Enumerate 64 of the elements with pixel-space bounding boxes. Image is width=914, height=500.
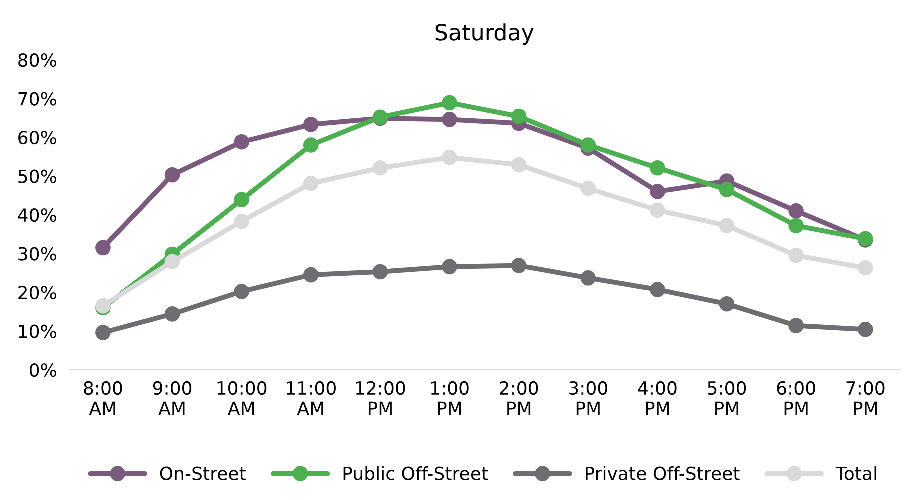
point [719, 182, 735, 198]
legend-label: Total [836, 466, 876, 480]
chart-title: Saturday [436, 24, 534, 46]
point [304, 267, 319, 283]
point [164, 306, 180, 322]
point [580, 270, 596, 286]
x-tick-label: 3:00 PM [569, 381, 608, 416]
point [164, 167, 180, 183]
point [650, 160, 666, 176]
point [304, 176, 319, 192]
point [788, 203, 804, 219]
point [96, 240, 111, 256]
y-tick-label: 50% [18, 170, 56, 184]
point [234, 134, 250, 150]
x-tick-label: 9:00 AM [153, 381, 192, 416]
legend-label: Private Off-Street [586, 466, 740, 480]
x-tick-label: 5:00 PM [708, 381, 746, 416]
point [858, 322, 874, 338]
y-tick-label: 40% [18, 208, 56, 222]
point [580, 181, 596, 196]
point [164, 254, 180, 270]
point [788, 248, 804, 264]
point [719, 218, 735, 234]
y-tick-label: 0% [30, 363, 56, 378]
point [304, 138, 319, 153]
point [788, 218, 804, 234]
point [234, 214, 250, 230]
x-tick-label: 11:00 AM [287, 381, 336, 416]
point [372, 160, 388, 176]
x-tick-label: 4:00 PM [638, 381, 677, 416]
point [650, 202, 666, 218]
point [372, 264, 388, 280]
point [511, 108, 527, 124]
x-tick-label: 8:00 AM [84, 381, 122, 416]
x-tick-label: 2:00 PM [500, 381, 538, 416]
point [234, 192, 250, 208]
x-tick-label: 6:00 PM [777, 381, 816, 416]
point [96, 325, 111, 340]
point [442, 259, 458, 275]
legend-label: Public Off-Street [344, 466, 488, 480]
point [650, 184, 666, 200]
point [650, 282, 666, 298]
point [442, 112, 458, 128]
x-tick-label: 10:00 AM [218, 381, 267, 416]
x-tick-label: 7:00 PM [846, 381, 885, 416]
x-tick-label: 1:00 PM [431, 381, 469, 416]
point [304, 117, 319, 132]
y-tick-label: 10% [19, 324, 56, 338]
point [788, 318, 804, 334]
legend-label: On-Street [160, 466, 246, 480]
point [858, 260, 874, 276]
y-tick-label: 20% [18, 286, 56, 300]
y-tick-label: 30% [18, 247, 56, 261]
x-tick-label: 12:00 PM [356, 381, 406, 416]
point [442, 150, 458, 166]
point [442, 95, 458, 111]
y-tick-label: 70% [18, 92, 56, 106]
point [511, 258, 527, 274]
point [719, 296, 735, 312]
point [511, 157, 527, 173]
y-tick-label: 60% [18, 130, 56, 145]
point [580, 138, 596, 153]
y-tick-label: 80% [18, 53, 56, 68]
point [234, 284, 250, 300]
